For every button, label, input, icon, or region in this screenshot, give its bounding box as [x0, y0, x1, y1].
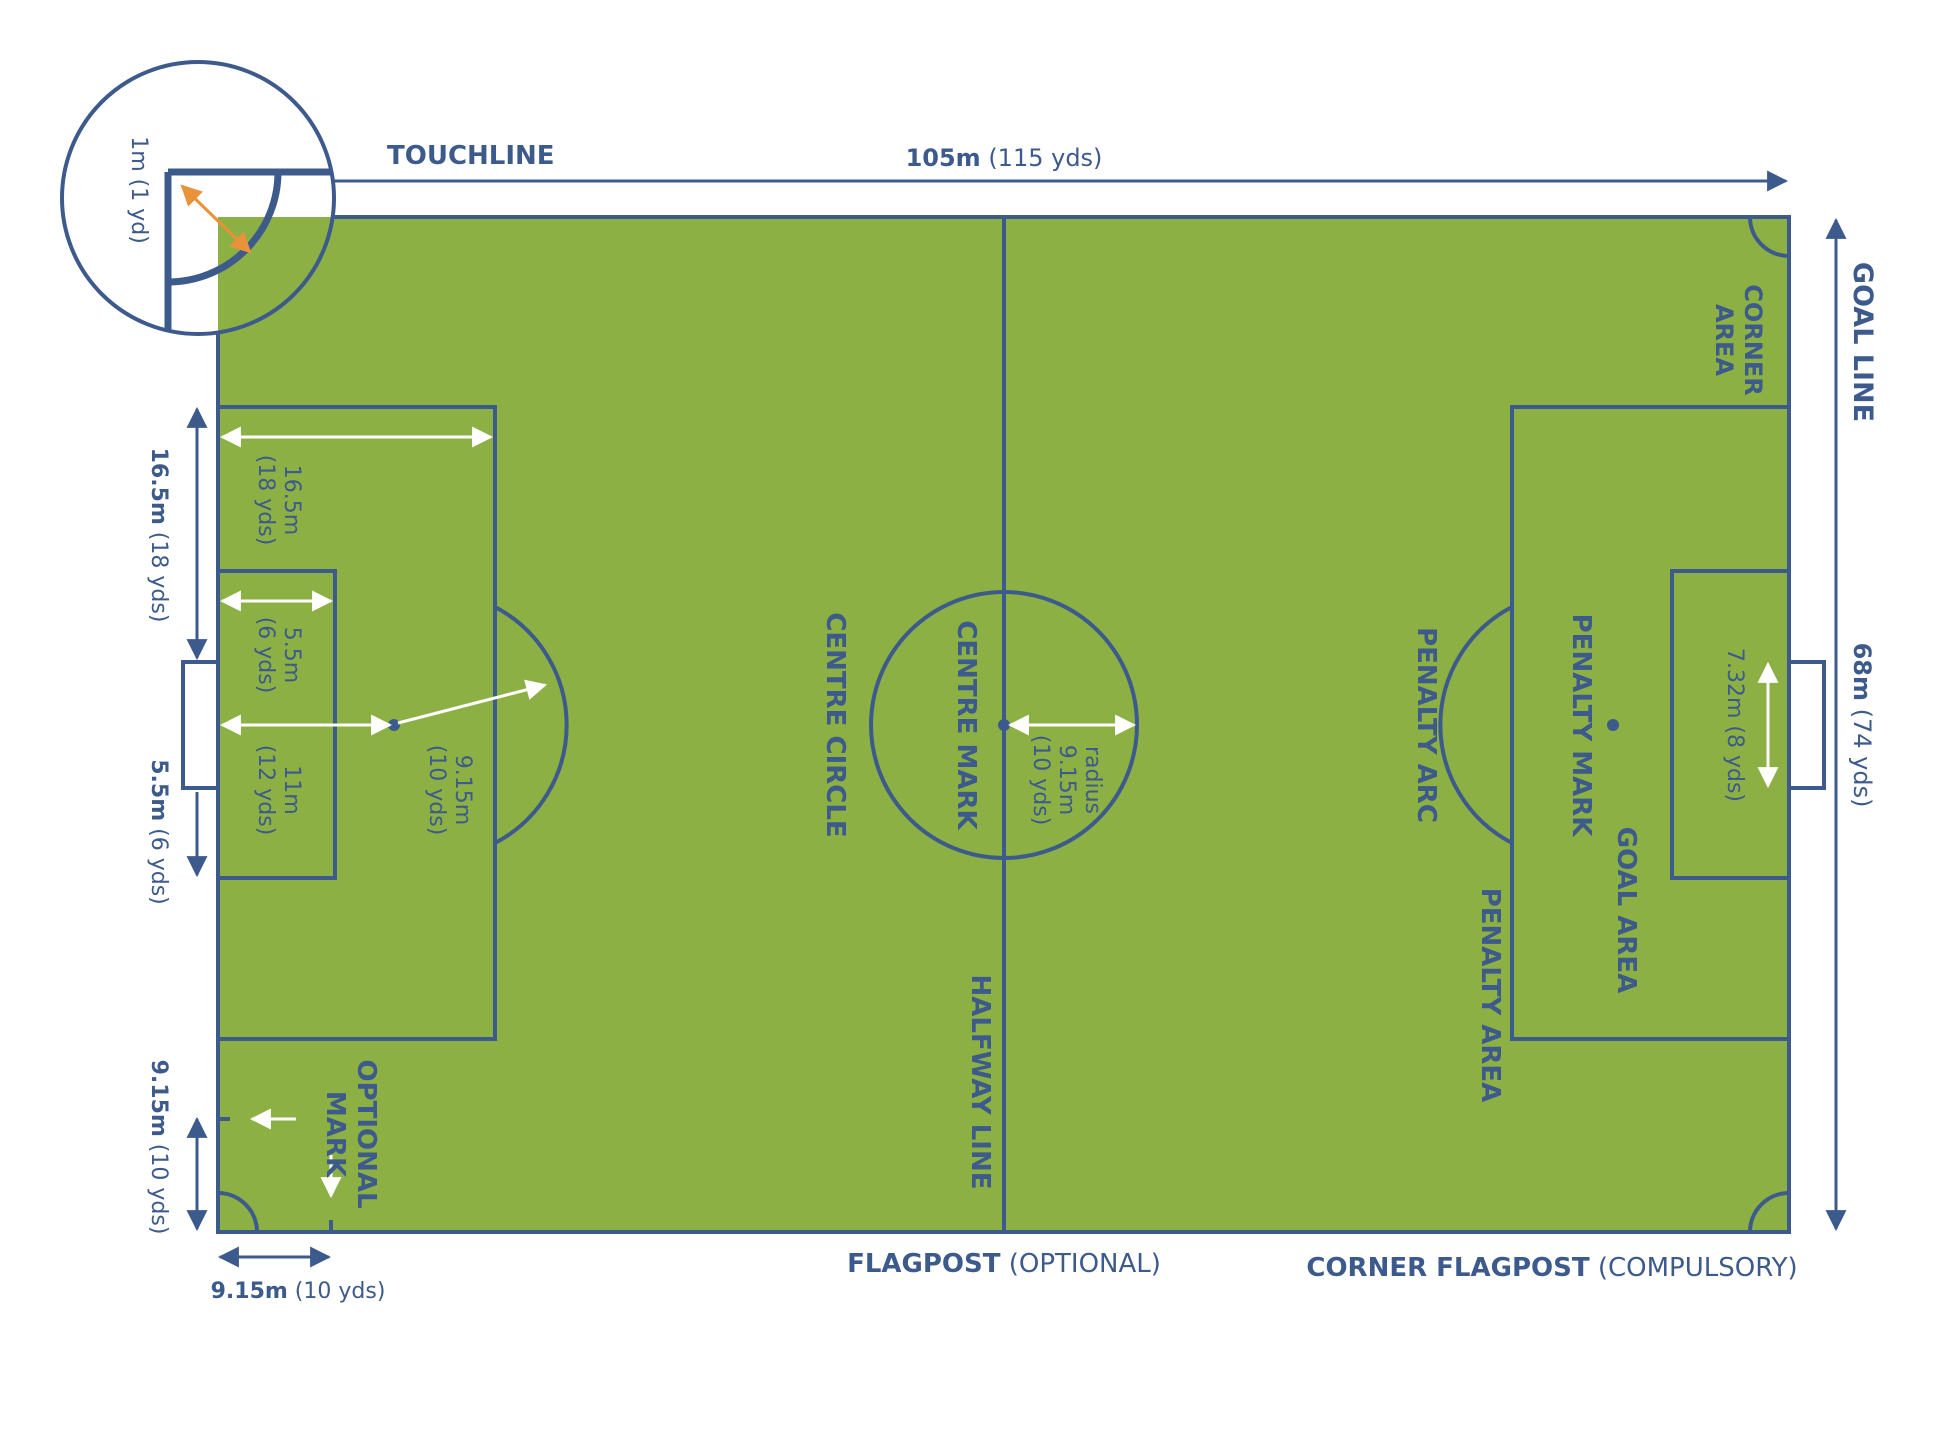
centre-circle [869, 590, 1139, 860]
penalty-area-depth-label: 16.5m(18 yds) [253, 455, 304, 546]
corner-flagpost-label: CORNER FLAGPOST (COMPULSORY) [1306, 1253, 1797, 1283]
goal-line-label: GOAL LINE [1847, 262, 1878, 422]
centre-mark [998, 719, 1010, 731]
centre-mark-label: CENTRE MARK [951, 620, 981, 830]
corner-arc-bottom-right [1748, 1191, 1790, 1233]
penalty-mark-distance-label: 11m(12 yds) [253, 745, 304, 836]
corner-arc-top-right [1748, 216, 1790, 258]
right-goal [1787, 660, 1826, 790]
corner-distance-label: 9.15m (10 yds) [146, 1060, 171, 1235]
length-label: 105m (115 yds) [906, 144, 1103, 172]
flagpost-label: FLAGPOST (OPTIONAL) [847, 1249, 1161, 1279]
right-penalty-mark [1607, 719, 1619, 731]
goal-area-side-label: 5.5m (6 yds) [146, 759, 171, 905]
left-goal [181, 660, 220, 790]
goal-area-depth-label: 5.5m(6 yds) [253, 617, 304, 694]
centre-radius-label: radius9.15m(10 yds) [1028, 735, 1105, 826]
left-penalty-arc [494, 605, 569, 845]
optional-mark-label: OPTIONALMARK [320, 1059, 381, 1208]
penalty-arc-radius-label: 9.15m(10 yds) [424, 745, 475, 836]
right-goal-area [1670, 569, 1791, 880]
halfway-line-label: HALFWAY LINE [965, 975, 995, 1190]
bottom-distance-label: 9.15m (10 yds) [211, 1279, 386, 1304]
right-penalty-arc [1438, 605, 1513, 845]
penalty-arc-radius-arrow [397, 679, 548, 725]
corner-area-label: CORNERAREA [1710, 284, 1767, 395]
touchline-label: TOUCHLINE [387, 141, 555, 171]
goal-area-label: GOAL AREA [1611, 827, 1641, 994]
penalty-area-label: PENALTY AREA [1475, 888, 1505, 1103]
corner-radius-label: 1m (1 yd) [126, 136, 151, 244]
width-label: 68m (74 yds) [1848, 643, 1876, 808]
penalty-arc-label: PENALTY ARC [1411, 627, 1441, 823]
goal-width-label: 7.32m (8 yds) [1722, 648, 1747, 802]
centre-circle-label: CENTRE CIRCLE [820, 612, 850, 837]
penalty-mark-label: PENALTY MARK [1566, 614, 1596, 838]
corner-arc-bottom-left [217, 1191, 259, 1233]
penalty-area-side-label: 16.5m (18 yds) [146, 448, 171, 623]
